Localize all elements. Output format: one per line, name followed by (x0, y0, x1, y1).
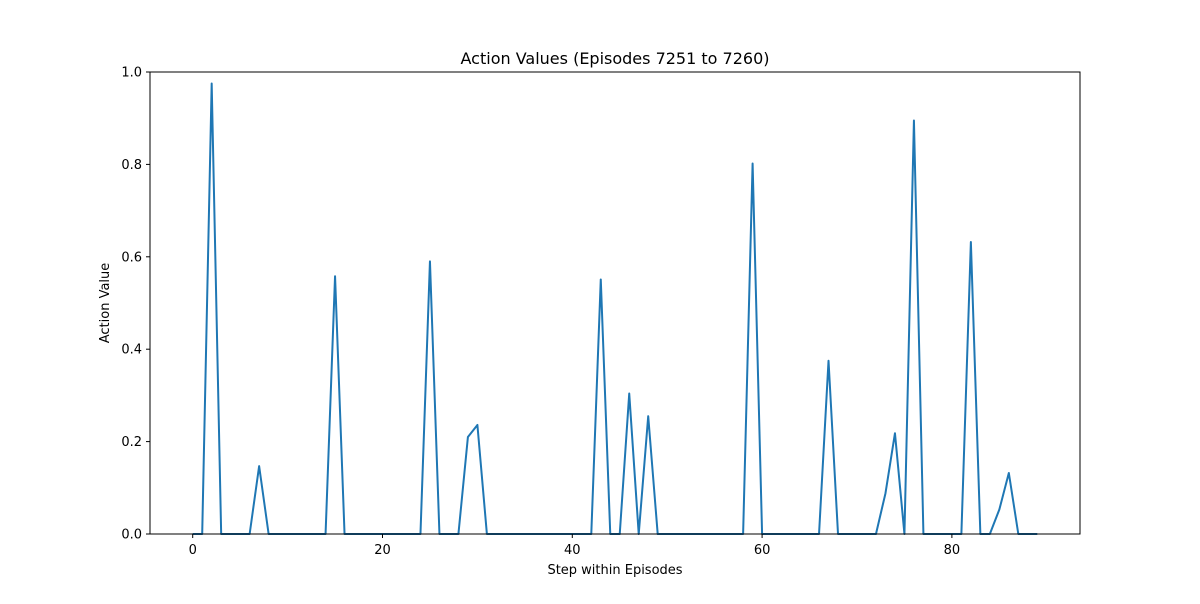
y-tick-label: 0.8 (121, 158, 142, 173)
x-tick-label: 0 (189, 543, 197, 558)
chart-title: Action Values (Episodes 7251 to 7260) (461, 49, 770, 68)
y-tick-label: 0.6 (121, 250, 142, 265)
y-tick-label: 0.0 (121, 528, 142, 543)
y-axis-label: Action Value (98, 263, 113, 344)
y-tick-label: 0.2 (121, 435, 142, 450)
series-line-0 (192, 82, 1038, 535)
x-tick-label: 40 (564, 543, 581, 558)
y-tick-label: 0.4 (121, 343, 142, 358)
plot-frame (149, 71, 1081, 535)
x-tick-label: 80 (944, 543, 961, 558)
x-tick-label: 20 (374, 543, 391, 558)
y-tick-label: 1.0 (121, 66, 142, 81)
x-axis-label: Step within Episodes (547, 563, 682, 578)
x-tick-label: 60 (754, 543, 771, 558)
